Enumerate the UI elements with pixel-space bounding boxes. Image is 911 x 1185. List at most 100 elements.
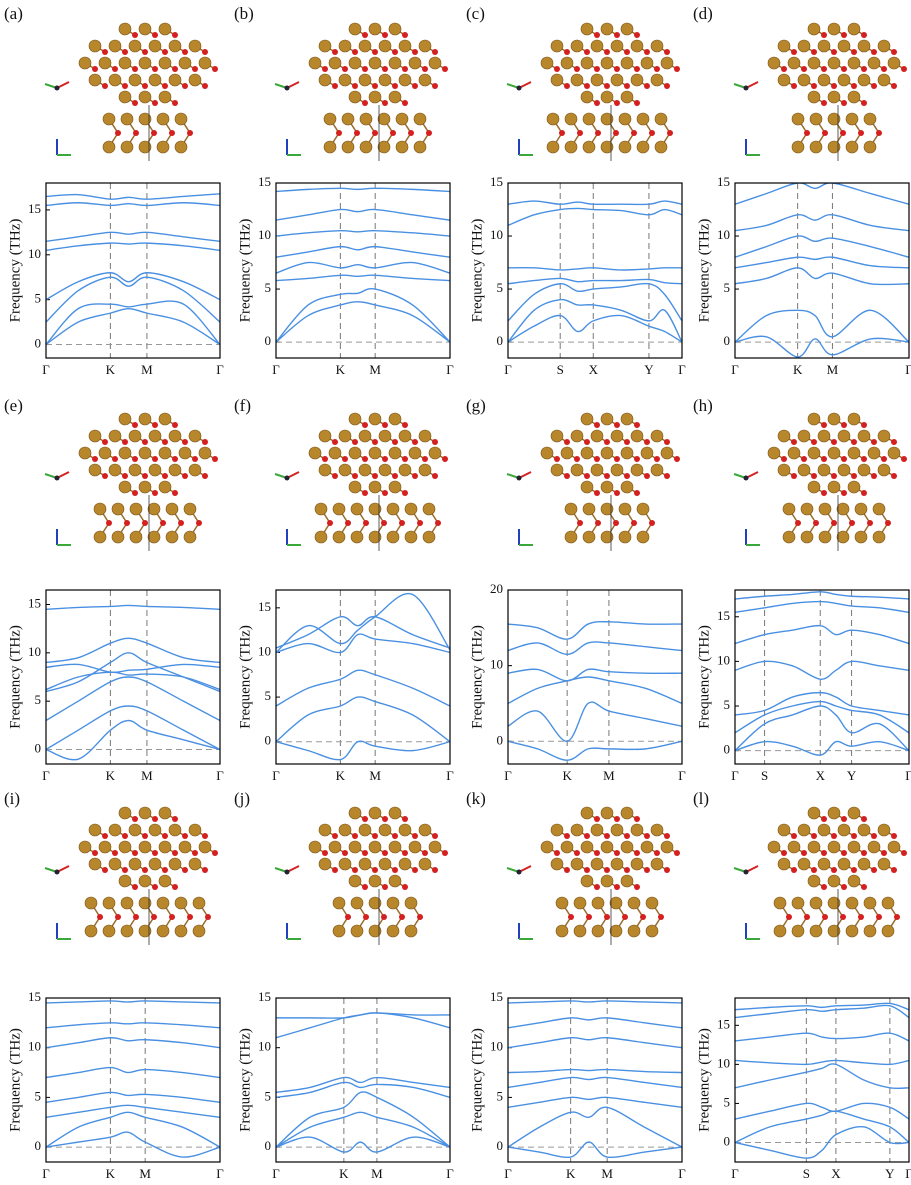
metal-atom xyxy=(583,503,595,515)
oxygen-atom xyxy=(595,130,601,136)
oxygen-atom xyxy=(871,49,877,55)
oxygen-atom xyxy=(871,833,877,839)
phonon-band xyxy=(276,1137,450,1152)
oxygen-atom xyxy=(813,520,819,526)
metal-atom xyxy=(651,464,663,476)
x-tick-label: Γ xyxy=(42,1166,50,1181)
oxygen-atom xyxy=(92,850,98,856)
metal-atom xyxy=(319,430,331,442)
metal-atom xyxy=(661,447,673,459)
y-tick-label: 15 xyxy=(258,174,271,189)
metal-atom xyxy=(339,74,351,86)
panel: (l)051015ΓSXYΓFrequency (THz) xyxy=(693,789,911,1181)
phonon-band xyxy=(276,697,450,742)
axis-origin xyxy=(744,86,749,91)
oxygen-atom xyxy=(554,850,560,856)
metal-atom xyxy=(601,807,613,819)
oxygen-atom xyxy=(644,439,650,445)
y-tick-label: 5 xyxy=(265,280,272,295)
oxygen-atom xyxy=(801,66,807,72)
metal-atom xyxy=(179,841,191,853)
y-tick-label: 10 xyxy=(490,657,503,672)
metal-atom xyxy=(85,925,97,937)
metal-atom xyxy=(319,40,331,52)
oxygen-atom xyxy=(362,816,368,822)
metal-atom xyxy=(359,824,371,836)
oxygen-atom xyxy=(811,83,817,89)
metal-atom xyxy=(309,447,321,459)
oxygen-atom xyxy=(382,66,388,72)
phonon-band xyxy=(735,268,909,285)
metal-atom xyxy=(878,40,890,52)
oxygen-atom xyxy=(831,833,837,839)
oxygen-atom xyxy=(831,439,837,445)
oxygen-atom xyxy=(182,49,188,55)
oxygen-atom xyxy=(352,83,358,89)
oxygen-atom xyxy=(381,520,387,526)
oxygen-atom xyxy=(133,130,139,136)
oxygen-atom xyxy=(613,130,619,136)
metal-atom xyxy=(329,57,341,69)
oxygen-atom xyxy=(172,100,178,106)
phonon-band xyxy=(276,209,450,220)
phonon-band xyxy=(735,693,909,715)
metal-atom xyxy=(591,430,603,442)
oxygen-atom xyxy=(417,520,423,526)
metal-atom xyxy=(581,447,593,459)
metal-atom xyxy=(129,430,141,442)
metal-atom xyxy=(838,40,850,52)
panel: (e)051015ΓKMΓFrequency (THz) xyxy=(4,396,224,783)
metal-atom xyxy=(808,91,820,103)
metal-atom xyxy=(339,858,351,870)
oxygen-atom xyxy=(821,490,827,496)
metal-atom xyxy=(788,57,800,69)
oxygen-atom xyxy=(624,833,630,839)
panel-label: (f) xyxy=(234,396,251,415)
oxygen-atom xyxy=(392,833,398,839)
oxygen-atom xyxy=(112,850,118,856)
oxygen-atom xyxy=(342,456,348,462)
metal-atom xyxy=(798,74,810,86)
oxygen-atom xyxy=(811,473,817,479)
oxygen-atom xyxy=(336,130,342,136)
metal-atom xyxy=(868,57,880,69)
oxygen-atom xyxy=(822,130,828,136)
oxygen-atom xyxy=(382,816,388,822)
metal-atom xyxy=(601,841,613,853)
oxygen-atom xyxy=(614,422,620,428)
metal-atom xyxy=(389,807,401,819)
oxygen-atom xyxy=(132,66,138,72)
metal-atom xyxy=(157,141,169,153)
y-tick-label: 5 xyxy=(724,280,731,295)
oxygen-atom xyxy=(871,867,877,873)
oxygen-atom xyxy=(162,439,168,445)
oxygen-atom xyxy=(362,422,368,428)
metal-atom xyxy=(333,925,345,937)
x-tick-label: Y xyxy=(644,362,654,377)
oxygen-atom xyxy=(372,49,378,55)
x-tick-label: S xyxy=(761,768,768,783)
metal-atom xyxy=(610,897,622,909)
oxygen-atom xyxy=(162,833,168,839)
oxygen-atom xyxy=(901,850,907,856)
oxygen-atom xyxy=(885,520,891,526)
metal-atom xyxy=(818,464,830,476)
oxygen-atom xyxy=(202,439,208,445)
metal-atom xyxy=(583,531,595,543)
metal-atom xyxy=(571,40,583,52)
metal-atom xyxy=(541,57,553,69)
metal-atom xyxy=(810,113,822,125)
panel: (b)051015ΓKMΓFrequency (THz) xyxy=(234,4,454,377)
oxygen-atom xyxy=(182,83,188,89)
y-tick-label: 5 xyxy=(724,697,731,712)
metal-atom xyxy=(551,824,563,836)
metal-atom xyxy=(149,74,161,86)
metal-atom xyxy=(405,897,417,909)
metal-atom xyxy=(189,74,201,86)
metal-atom xyxy=(89,74,101,86)
oxygen-atom xyxy=(821,422,827,428)
oxygen-atom xyxy=(791,439,797,445)
oxygen-atom xyxy=(604,867,610,873)
metal-atom xyxy=(399,824,411,836)
metal-atom xyxy=(641,841,653,853)
